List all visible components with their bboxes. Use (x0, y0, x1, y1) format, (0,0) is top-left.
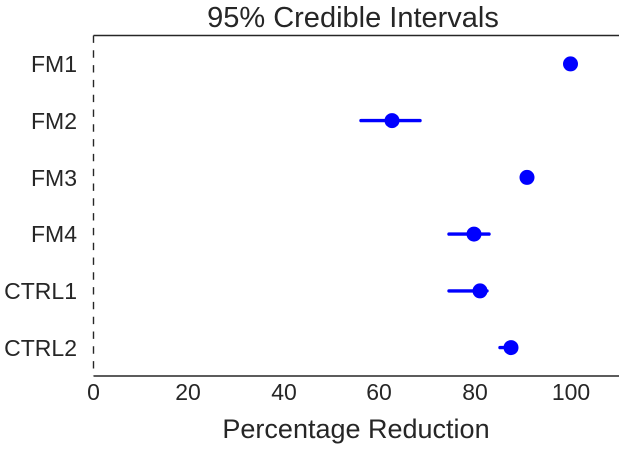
svg-text:40: 40 (271, 379, 297, 405)
svg-text:95% Credible Intervals: 95% Credible Intervals (207, 2, 499, 34)
svg-text:CTRL1: CTRL1 (4, 278, 77, 304)
svg-text:80: 80 (462, 379, 488, 405)
svg-text:FM3: FM3 (31, 165, 77, 191)
svg-text:60: 60 (366, 379, 392, 405)
svg-text:FM4: FM4 (31, 221, 77, 247)
svg-text:FM1: FM1 (31, 51, 77, 77)
svg-text:Percentage Reduction: Percentage Reduction (222, 414, 489, 444)
svg-text:0: 0 (87, 379, 100, 405)
svg-text:20: 20 (175, 379, 201, 405)
svg-text:FM2: FM2 (31, 108, 77, 134)
svg-text:100: 100 (552, 379, 590, 405)
svg-text:CTRL2: CTRL2 (4, 335, 77, 361)
